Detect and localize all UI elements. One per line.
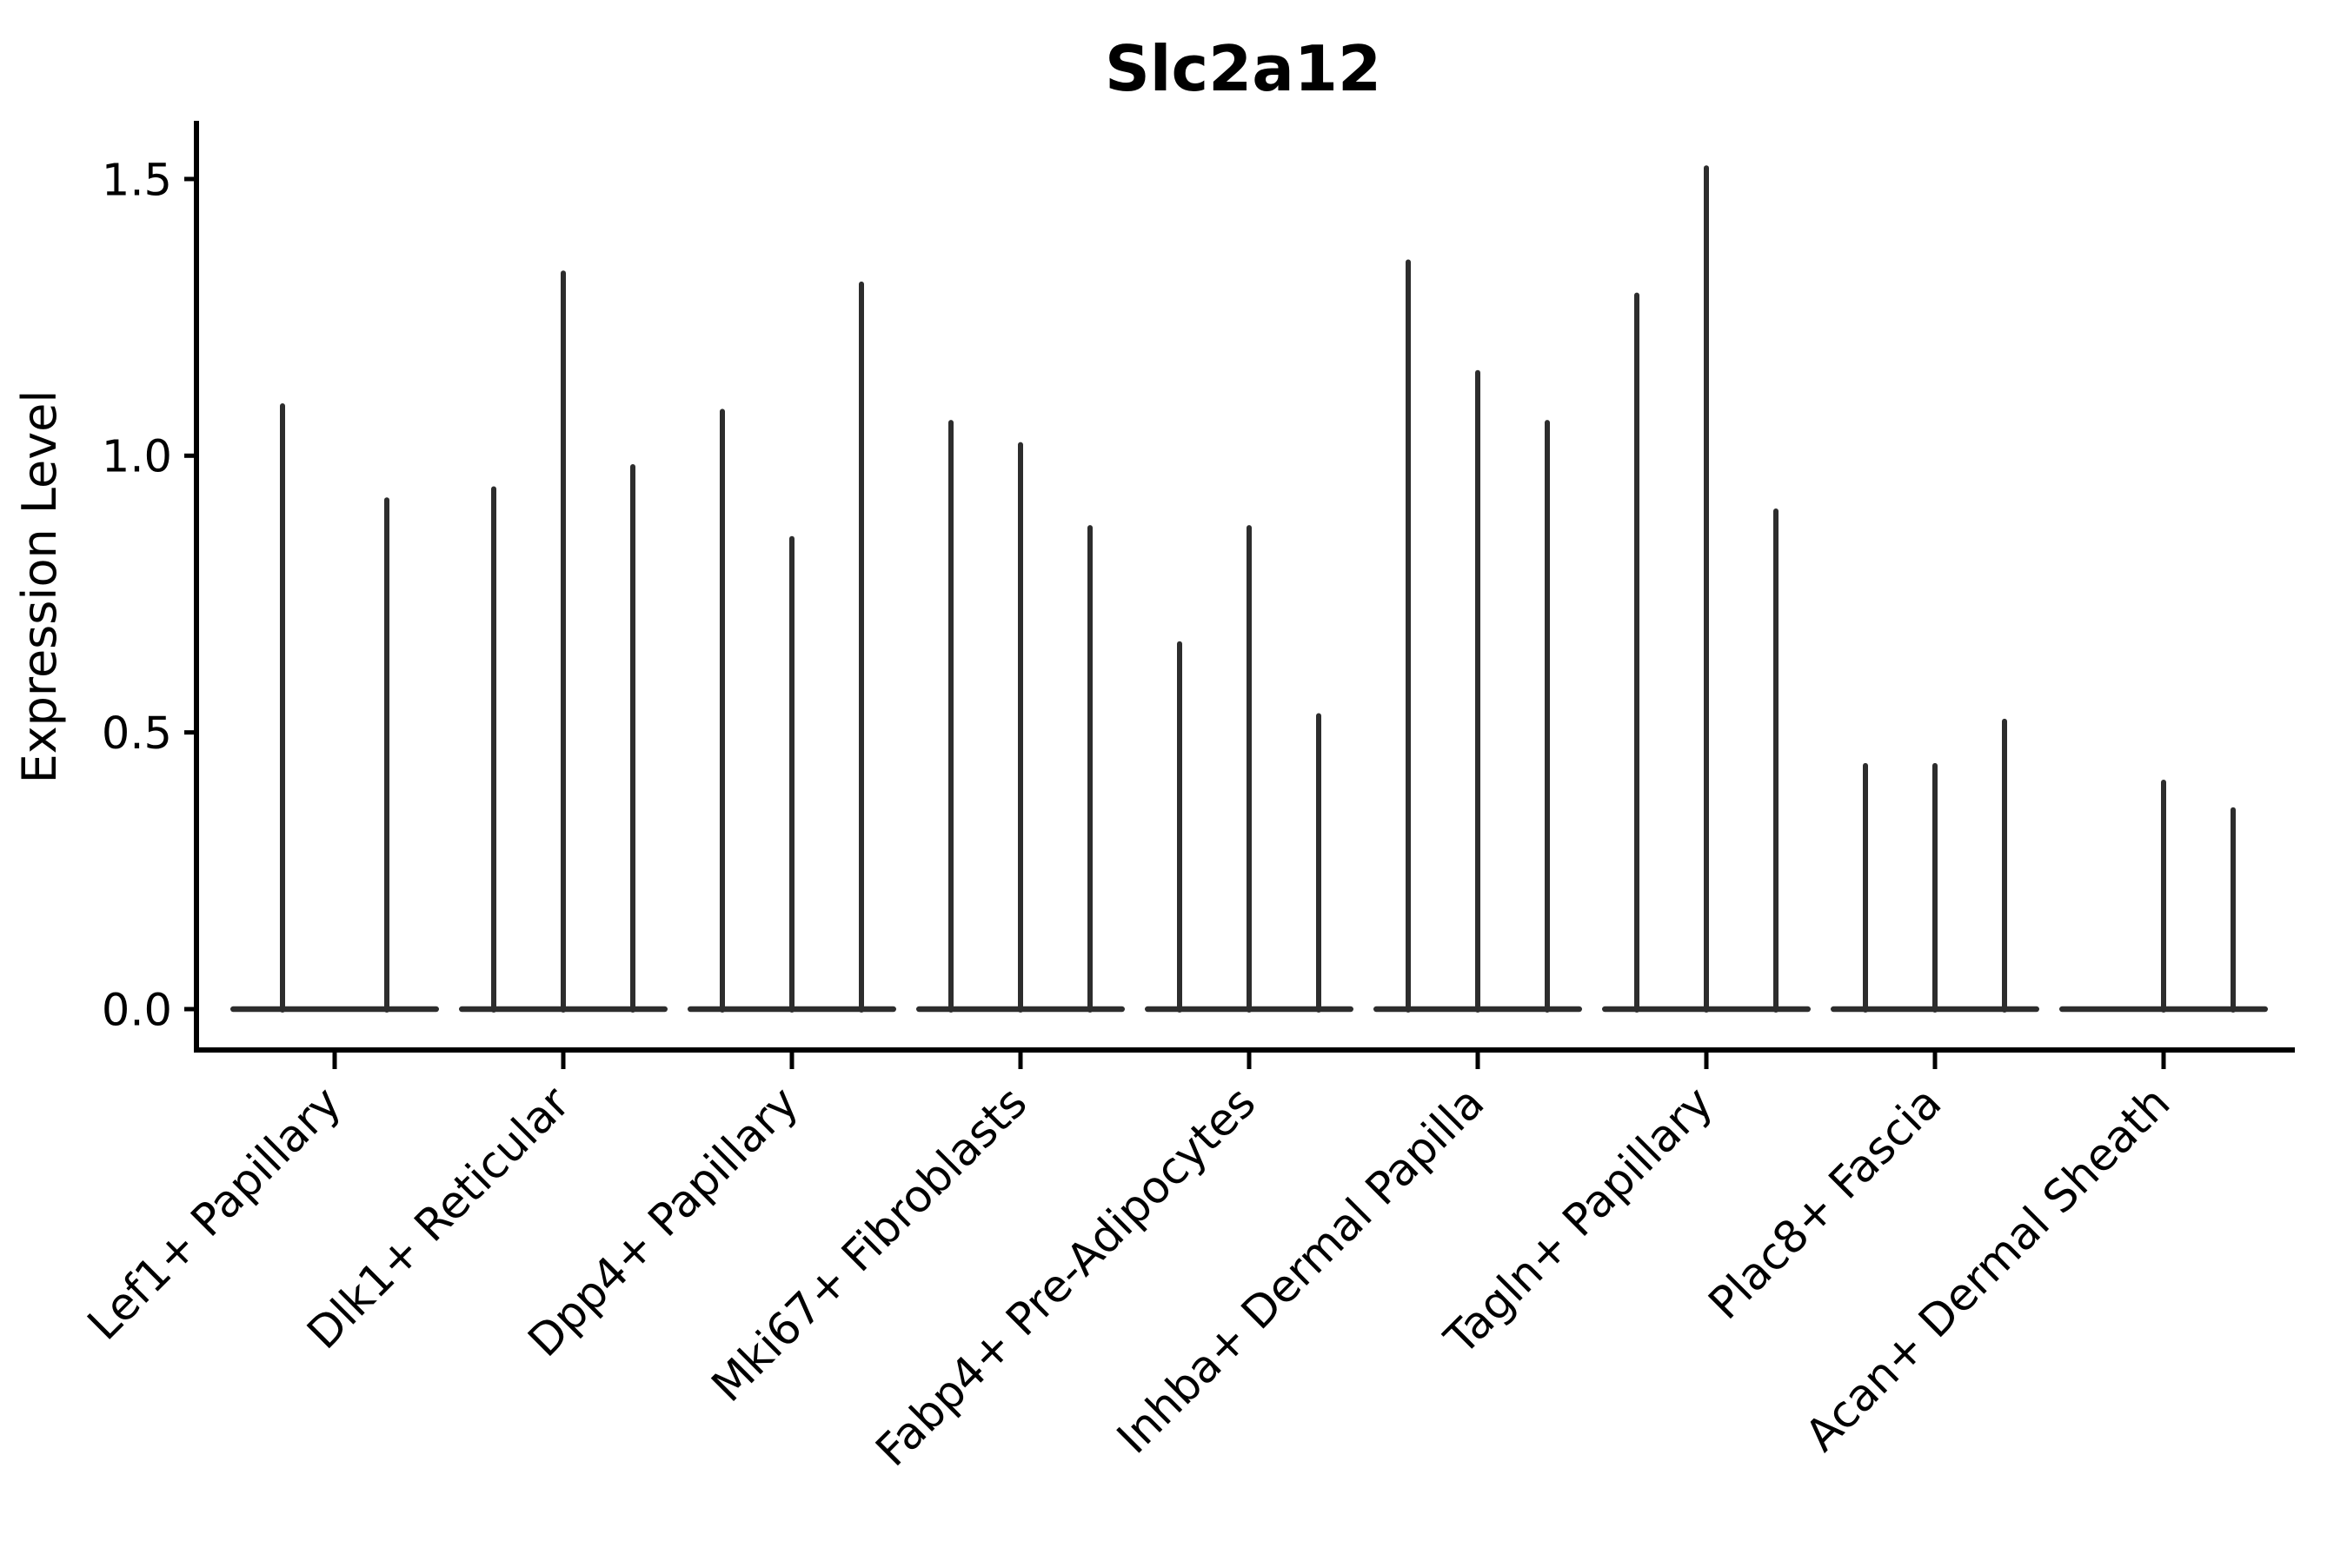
violin-group [1602,165,1811,1013]
violin-group [1831,718,2039,1013]
violin-group [1145,525,1353,1013]
axes [184,121,2295,1069]
violin-group [916,420,1125,1013]
y-tick-label: 0.0 [102,985,172,1036]
x-tick-label: Inhba+ Dermal Papilla [1107,1077,1494,1464]
y-tick-labels: 0.0 0.5 1.0 1.5 [102,155,172,1036]
x-tick-label: Acan+ Dermal Sheath [1796,1077,2180,1461]
y-tick-label: 1.0 [102,432,172,483]
violin-group [1373,259,1582,1013]
x-tick-label: Fabp4+ Pre-Adipocytes [867,1077,1266,1476]
violin-base [230,1006,439,1013]
y-tick-label: 0.5 [102,708,172,760]
violins [230,165,2268,1013]
violin-group [230,402,439,1013]
violin-group [2059,779,2268,1013]
x-tick-label: Plac8+ Fascia [1699,1077,1951,1329]
chart-title: Slc2a12 [1105,32,1381,105]
y-axis-label: Expression Level [12,390,67,784]
violin-group [459,270,668,1013]
violin-group [688,281,896,1013]
y-tick-label: 1.5 [102,155,172,206]
